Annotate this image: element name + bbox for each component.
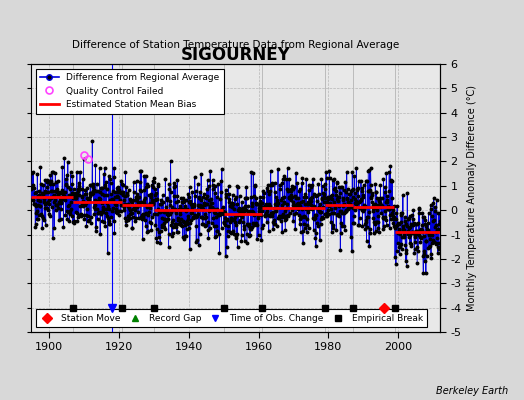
Title: SIGOURNEY: SIGOURNEY xyxy=(181,46,291,64)
Text: Difference of Station Temperature Data from Regional Average: Difference of Station Temperature Data f… xyxy=(72,40,399,50)
Legend: Station Move, Record Gap, Time of Obs. Change, Empirical Break: Station Move, Record Gap, Time of Obs. C… xyxy=(36,310,427,328)
Text: Berkeley Earth: Berkeley Earth xyxy=(436,386,508,396)
Y-axis label: Monthly Temperature Anomaly Difference (°C): Monthly Temperature Anomaly Difference (… xyxy=(467,85,477,311)
